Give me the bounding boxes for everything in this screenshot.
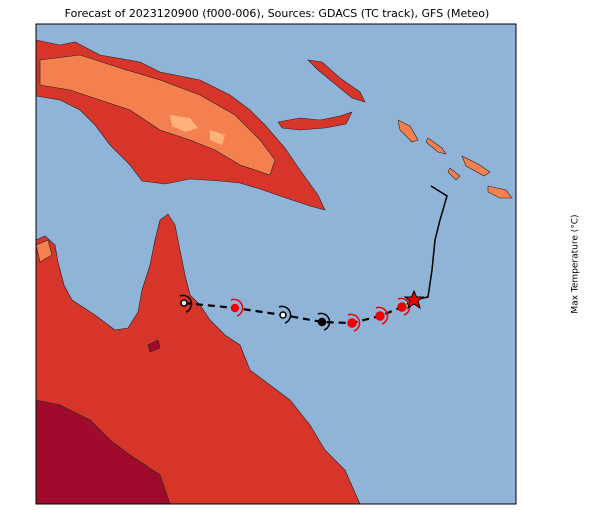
highland-peak: [170, 115, 225, 145]
past-track: [413, 185, 448, 301]
solomon-islands: [425, 137, 513, 199]
storm-symbols: [179, 294, 411, 332]
current-position: [403, 289, 425, 310]
australia-hot-zone: [36, 339, 171, 504]
bougainville: [397, 119, 419, 143]
new-ireland: [307, 59, 366, 103]
new-britain: [277, 111, 353, 131]
title: Forecast of 2023120900 (f000-006), Sourc…: [65, 7, 490, 20]
map-area: [36, 24, 516, 504]
colorbar-label: Max Temperature (°C): [571, 214, 581, 313]
map-frame: [35, 23, 517, 505]
new-guinea-highlands: [39, 54, 276, 176]
gulf-islands: [36, 239, 53, 263]
australia: [36, 213, 361, 504]
